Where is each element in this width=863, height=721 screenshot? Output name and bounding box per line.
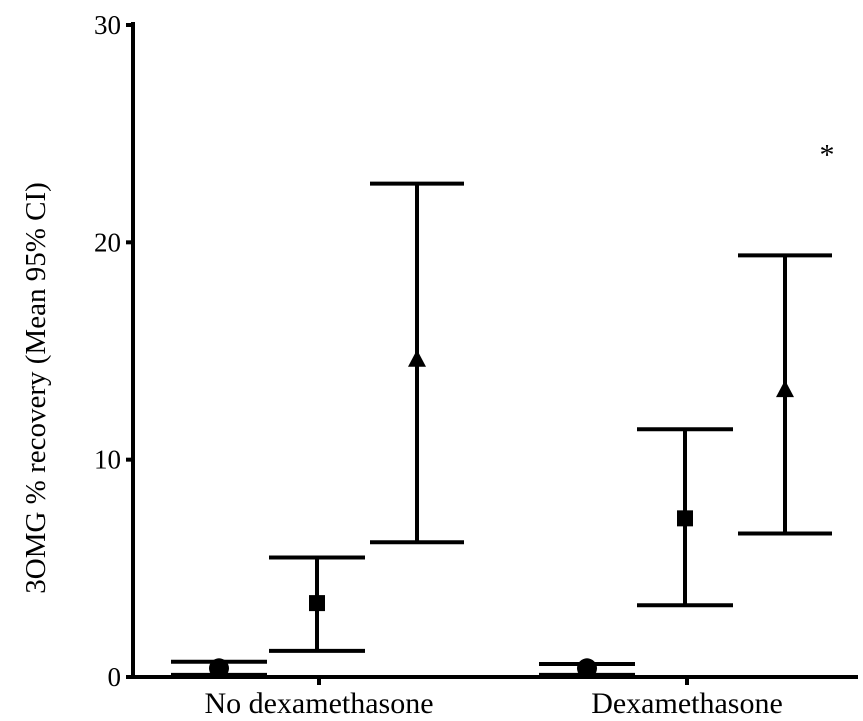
x-category-label: Dexamethasone (591, 687, 783, 720)
y-tick-label: 30 (94, 10, 121, 40)
mean-point-circle (209, 658, 229, 679)
x-category-label: No dexamethasone (204, 687, 433, 720)
significance-asterisk: * (820, 139, 835, 172)
chart-marks: * (171, 139, 835, 679)
mean-point-square (309, 595, 325, 612)
mean-point-triangle (408, 349, 426, 367)
y-tick-label: 0 (108, 662, 122, 692)
y-axis-title: 3OMG % recovery (Mean 95% CI) (20, 182, 52, 594)
y-tick-label: 10 (94, 445, 121, 475)
mean-point-square (677, 510, 693, 527)
y-tick-label: 20 (94, 227, 121, 257)
mean-point-triangle (776, 380, 794, 398)
axes: 0 10 20 30 No dexamethasone Dexamethasone (94, 10, 858, 720)
mean-point-circle (577, 658, 597, 679)
